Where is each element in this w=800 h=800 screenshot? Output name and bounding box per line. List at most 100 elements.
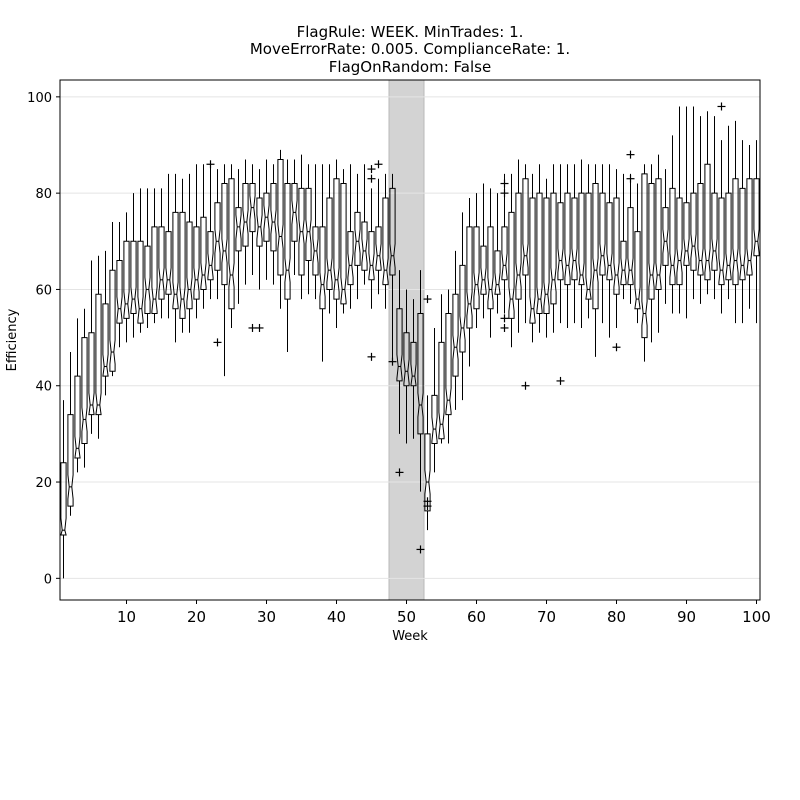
box-week-26: [235, 169, 242, 304]
box-body: [536, 192, 543, 315]
box-week-95: [718, 140, 725, 314]
outlier-marker: [395, 468, 404, 477]
box-week-27: [242, 159, 249, 285]
box-week-8: [109, 222, 116, 377]
box-body: [634, 231, 641, 310]
outlier-marker: [213, 338, 222, 347]
box-week-89: [676, 106, 683, 314]
box-week-4: [81, 308, 88, 468]
box-body: [102, 303, 109, 377]
box-body: [361, 221, 368, 271]
box-body: [256, 197, 263, 247]
box-body: [424, 433, 431, 512]
box-body: [445, 313, 452, 416]
box-body: [151, 226, 158, 315]
box-body: [165, 231, 172, 295]
box-body: [207, 231, 214, 281]
box-body: [67, 414, 74, 507]
box-week-71: [550, 164, 557, 333]
box-week-73: [564, 164, 571, 328]
box-week-7: [102, 250, 109, 396]
box-body: [753, 178, 760, 257]
y-tick-label: 40: [35, 380, 52, 395]
box-week-83: [634, 183, 641, 324]
box-week-94: [711, 116, 718, 300]
box-body: [186, 221, 193, 310]
box-week-68: [529, 173, 536, 343]
box-body: [599, 192, 606, 276]
outlier-marker: [500, 189, 509, 198]
box-week-98: [739, 140, 746, 324]
box-week-74: [571, 164, 578, 324]
box-body: [116, 260, 123, 324]
y-tick-label: 20: [35, 476, 52, 491]
box-week-100: [753, 140, 760, 324]
box-week-21: [200, 164, 207, 309]
box-week-61: [480, 183, 487, 319]
box-week-62: [487, 188, 494, 338]
box-body: [522, 178, 529, 276]
box-body: [725, 192, 732, 281]
box-body: [123, 240, 130, 319]
y-tick-label: 100: [27, 91, 52, 106]
box-week-11: [130, 193, 137, 338]
box-week-59: [466, 197, 473, 367]
box-week-76: [585, 164, 592, 319]
outlier-marker: [206, 160, 215, 169]
box-week-49: [396, 270, 403, 434]
box-week-15: [158, 188, 165, 319]
box-week-22: [207, 164, 214, 300]
box-body: [172, 211, 179, 310]
box-week-46: [375, 178, 382, 295]
box-body: [452, 293, 459, 377]
box-body: [431, 394, 438, 445]
x-tick-label: 100: [742, 608, 771, 626]
x-tick-label: 40: [327, 608, 346, 626]
box-week-20: [193, 164, 200, 319]
box-body: [613, 197, 620, 295]
box-body: [655, 178, 662, 290]
box-body: [242, 183, 249, 247]
box-week-44: [361, 164, 368, 285]
chart-title-line-3: FlagOnRandom: False: [329, 58, 491, 76]
box-week-40: [333, 159, 340, 328]
box-week-25: [228, 164, 235, 328]
box-body: [109, 269, 116, 372]
box-body: [200, 216, 207, 290]
box-body: [648, 183, 655, 300]
box-week-96: [725, 125, 732, 300]
box-week-41: [340, 169, 347, 314]
outlier-marker: [248, 323, 257, 332]
box-body: [291, 183, 298, 242]
outlier-marker: [612, 343, 621, 352]
box-body: [74, 375, 81, 459]
box-week-38: [319, 164, 326, 362]
box-week-3: [74, 318, 81, 473]
box-body: [487, 226, 494, 310]
box-week-99: [746, 145, 753, 309]
box-week-77: [592, 164, 599, 357]
box-week-23: [214, 169, 221, 300]
box-body: [403, 332, 410, 387]
box-week-88: [669, 135, 676, 314]
box-body: [284, 183, 291, 300]
box-body: [515, 192, 522, 300]
box-week-85: [648, 164, 655, 343]
box-body: [144, 245, 151, 315]
box-body: [543, 197, 550, 315]
outlier-marker: [500, 323, 509, 332]
box-body: [571, 197, 578, 281]
box-week-66: [515, 159, 522, 333]
box-body: [382, 197, 389, 286]
x-tick-label: 50: [397, 608, 416, 626]
box-body: [683, 202, 690, 266]
box-week-80: [613, 169, 620, 328]
box-week-29: [256, 169, 263, 290]
box-body: [270, 183, 277, 252]
box-week-14: [151, 188, 158, 324]
outlier-marker: [388, 357, 397, 366]
box-week-5: [88, 260, 95, 434]
box-week-2: [67, 352, 74, 516]
box-body: [228, 178, 235, 310]
box-body: [466, 226, 473, 329]
